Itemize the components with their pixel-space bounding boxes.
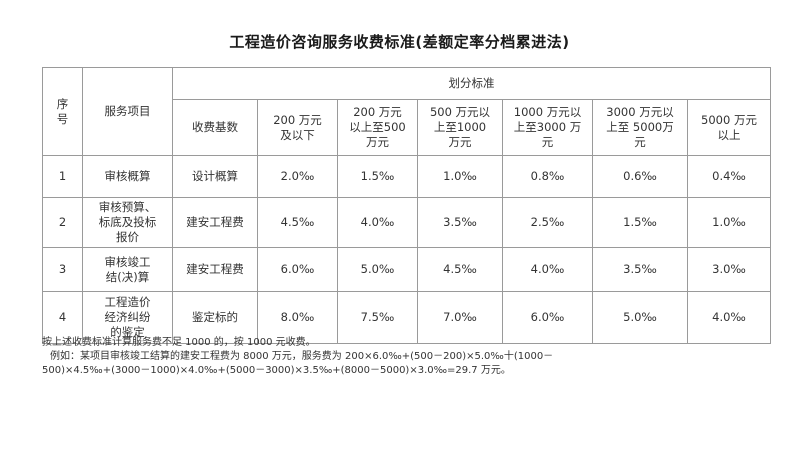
row-rate: 6.0‰ (257, 247, 338, 292)
row-rate: 8.0‰ (257, 291, 338, 344)
row-rate: 2.0‰ (257, 155, 338, 198)
row-service: 审核概算 (82, 155, 173, 198)
row-rate: 6.0‰ (502, 291, 593, 344)
row-rate: 0.8‰ (502, 155, 593, 198)
row-rate: 0.4‰ (686, 155, 772, 198)
row-rate: 4.5‰ (417, 247, 503, 292)
note-example: 例如：某项目审核竣工结算的建安工程费为 8000 万元，服务费为 200×6.0… (50, 351, 554, 362)
row-seq: 4 (42, 291, 83, 344)
row-base: 鉴定标的 (172, 291, 258, 344)
header-base: 收费基数 (172, 99, 258, 156)
table-row: 3 审核竣工结(决)算 建安工程费 6.0‰ 5.0‰ 4.5‰ 4.0‰ 3.… (42, 247, 772, 292)
row-service: 审核竣工结(决)算 (82, 247, 173, 292)
header-row-tiers: 收费基数 200 万元及以下 200 万元以上至500 万元 500 万元以上至… (43, 99, 772, 156)
row-rate: 1.0‰ (417, 155, 503, 198)
table-row: 4 工程造价经济纠纷的鉴定 鉴定标的 8.0‰ 7.5‰ 7.0‰ 6.0‰ 5… (42, 291, 772, 344)
row-base: 建安工程费 (172, 197, 258, 248)
row-rate: 4.0‰ (686, 291, 772, 344)
header-tier: 200 万元及以下 (257, 99, 338, 156)
row-rate: 3.0‰ (686, 247, 772, 292)
note-example-continued: 500)×4.5‰+(3000－1000)×4.0‰+(5000－3000)×3… (42, 365, 511, 376)
note-minimum-fee: 按上述收费标准计算服务费不足 1000 的，按 1000 元收费。 (42, 337, 316, 348)
header-tier: 1000 万元以上至3000 万元 (502, 99, 593, 156)
document-title: 工程造价咨询服务收费标准(差额定率分档累进法) (229, 33, 570, 51)
row-rate: 4.0‰ (502, 247, 593, 292)
header-tier: 5000 万元以上 (686, 99, 772, 156)
notes: 按上述收费标准计算服务费不足 1000 的，按 1000 元收费。 例如：某项目… (42, 336, 782, 378)
row-rate: 0.6‰ (592, 155, 688, 198)
row-rate: 3.5‰ (417, 197, 503, 248)
table-row: 2 审核预算、标底及投标报价 建安工程费 4.5‰ 4.0‰ 3.5‰ 2.5‰… (42, 197, 772, 248)
header-seq: 序号 (42, 67, 83, 156)
row-rate: 5.0‰ (592, 291, 688, 344)
row-rate: 1.0‰ (686, 197, 772, 248)
fee-standard-table: 序号 服务项目 划分标准 收费基数 200 万元及以下 200 万元以上至500… (42, 67, 772, 344)
row-rate: 2.5‰ (502, 197, 593, 248)
row-rate: 3.5‰ (592, 247, 688, 292)
header-tier: 3000 万元以上至 5000万元 (592, 99, 688, 156)
row-base: 设计概算 (172, 155, 258, 198)
row-rate: 4.0‰ (337, 197, 418, 248)
row-rate: 5.0‰ (337, 247, 418, 292)
row-rate: 4.5‰ (257, 197, 338, 248)
row-rate: 7.0‰ (417, 291, 503, 344)
row-seq: 1 (42, 155, 83, 198)
table-row: 1 审核概算 设计概算 2.0‰ 1.5‰ 1.0‰ 0.8‰ 0.6‰ 0.4… (42, 155, 772, 198)
header-tier: 500 万元以上至1000 万元 (417, 99, 503, 156)
row-service: 审核预算、标底及投标报价 (82, 197, 173, 248)
row-seq: 2 (42, 197, 83, 248)
row-rate: 1.5‰ (592, 197, 688, 248)
row-seq: 3 (42, 247, 83, 292)
row-rate: 1.5‰ (337, 155, 418, 198)
header-service: 服务项目 (82, 67, 173, 156)
header-division: 划分标准 (171, 67, 772, 100)
header-tier: 200 万元以上至500 万元 (337, 99, 418, 156)
header-row-top: 序号 服务项目 划分标准 (42, 67, 772, 156)
row-base: 建安工程费 (172, 247, 258, 292)
row-rate: 7.5‰ (337, 291, 418, 344)
